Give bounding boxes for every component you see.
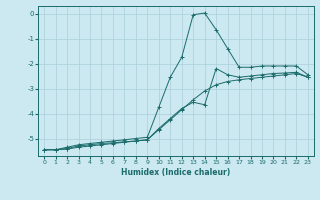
X-axis label: Humidex (Indice chaleur): Humidex (Indice chaleur) bbox=[121, 168, 231, 177]
